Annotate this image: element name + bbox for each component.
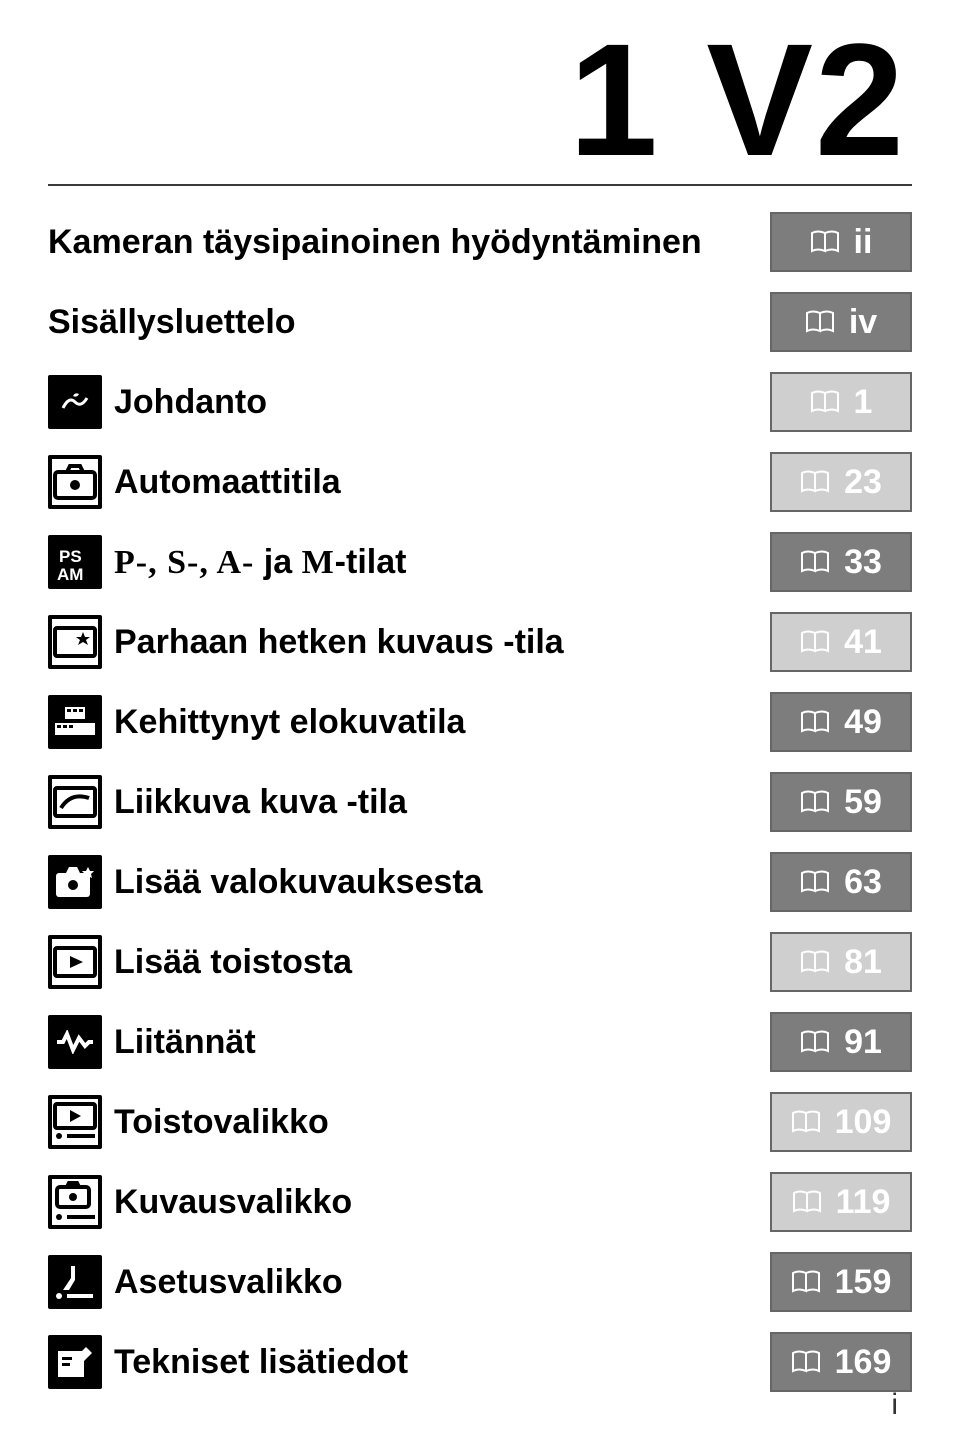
camera-star-icon: [48, 855, 102, 909]
page-number: iv: [849, 303, 877, 342]
toc-row-left: PSAM P-, S-, A- ja M-tilat: [48, 535, 406, 589]
page-number: 91: [844, 1023, 882, 1062]
toc-row[interactable]: Tekniset lisätiedot 169: [48, 1326, 912, 1398]
toc-row-left: Kameran täysipainoinen hyödyntäminen: [48, 223, 702, 262]
camera-menu-icon: [48, 1175, 102, 1229]
toc-label: P-, S-, A- ja M-tilat: [114, 543, 406, 582]
toc-row[interactable]: Automaattitila 23: [48, 446, 912, 518]
film-advanced-icon: [48, 695, 102, 749]
page-number: 159: [835, 1263, 892, 1302]
toc-row[interactable]: Parhaan hetken kuvaus -tila 41: [48, 606, 912, 678]
toc-row-left: Kuvausvalikko: [48, 1175, 352, 1229]
toc-label: Kehittynyt elokuvatila: [114, 703, 465, 742]
toc-row-left: Automaattitila: [48, 455, 341, 509]
toc-label: Liitännät: [114, 1023, 256, 1062]
toc-label: Lisää valokuvauksesta: [114, 863, 483, 902]
toc-row[interactable]: Johdanto 1: [48, 366, 912, 438]
page-badge[interactable]: 63: [770, 852, 912, 912]
psam-icon: PSAM: [48, 535, 102, 589]
page-badge[interactable]: 49: [770, 692, 912, 752]
wrench-menu-icon: [48, 1255, 102, 1309]
page-number: 23: [844, 463, 882, 502]
page-number: 41: [844, 623, 882, 662]
toc-row-left: Liikkuva kuva -tila: [48, 775, 407, 829]
toc-row[interactable]: Asetusvalikko 159: [48, 1246, 912, 1318]
page-number: 119: [836, 1183, 891, 1222]
play-outline-icon: [48, 935, 102, 989]
toc-row[interactable]: Toistovalikko 109: [48, 1086, 912, 1158]
toc-row-left: Liitännät: [48, 1015, 256, 1069]
page-badge[interactable]: 23: [770, 452, 912, 512]
page-number: 81: [844, 943, 882, 982]
swoosh-outline-icon: [48, 775, 102, 829]
toc-label: Parhaan hetken kuvaus -tila: [114, 623, 564, 662]
toc-row-left: Tekniset lisätiedot: [48, 1335, 408, 1389]
play-menu-icon: [48, 1095, 102, 1149]
toc-label: Tekniset lisätiedot: [114, 1343, 408, 1382]
page-number: 63: [844, 863, 882, 902]
toc-row[interactable]: Lisää valokuvauksesta 63: [48, 846, 912, 918]
toc-label: Johdanto: [114, 383, 267, 422]
page-number: 49: [844, 703, 882, 742]
page-badge[interactable]: 159: [770, 1252, 912, 1312]
toc-row[interactable]: Kameran täysipainoinen hyödyntäminen ii: [48, 206, 912, 278]
toc-row-left: Toistovalikko: [48, 1095, 329, 1149]
toc-row[interactable]: Liikkuva kuva -tila 59: [48, 766, 912, 838]
toc-row-left: Sisällysluettelo: [48, 303, 296, 342]
title-text: 1 V2: [569, 10, 906, 189]
svg-text:PS: PS: [59, 547, 82, 566]
page-number: 169: [835, 1343, 892, 1382]
toc-row-left: Asetusvalikko: [48, 1255, 343, 1309]
page-number: 33: [844, 543, 882, 582]
toc-row[interactable]: Kehittynyt elokuvatila 49: [48, 686, 912, 758]
toc-label: Sisällysluettelo: [48, 303, 296, 342]
toc-row-left: Parhaan hetken kuvaus -tila: [48, 615, 564, 669]
page-badge[interactable]: 119: [770, 1172, 912, 1232]
page-badge[interactable]: 59: [770, 772, 912, 832]
page-badge[interactable]: 41: [770, 612, 912, 672]
page-badge[interactable]: 109: [770, 1092, 912, 1152]
page-badge[interactable]: 1: [770, 372, 912, 432]
wave-icon: [48, 1015, 102, 1069]
sprout-icon: [48, 375, 102, 429]
toc-label: Automaattitila: [114, 463, 341, 502]
toc-row[interactable]: Lisää toistosta 81: [48, 926, 912, 998]
svg-text:AM: AM: [57, 565, 83, 584]
toc-row-left: Kehittynyt elokuvatila: [48, 695, 465, 749]
page-number: ii: [854, 223, 873, 262]
page-number: 109: [835, 1103, 892, 1142]
camera-outline-icon: [48, 455, 102, 509]
toc-row[interactable]: PSAM P-, S-, A- ja M-tilat 33: [48, 526, 912, 598]
page-badge[interactable]: 169: [770, 1332, 912, 1392]
footer-page-number: i: [891, 1388, 898, 1422]
page-badge[interactable]: 81: [770, 932, 912, 992]
page-number: 59: [844, 783, 882, 822]
toc-row[interactable]: Kuvausvalikko 119: [48, 1166, 912, 1238]
page-badge[interactable]: ii: [770, 212, 912, 272]
toc-label: Asetusvalikko: [114, 1263, 343, 1302]
toc-label: Lisää toistosta: [114, 943, 352, 982]
toc-label: Kameran täysipainoinen hyödyntäminen: [48, 223, 702, 262]
page-badge[interactable]: iv: [770, 292, 912, 352]
page-badge[interactable]: 33: [770, 532, 912, 592]
toc-row[interactable]: Liitännät 91: [48, 1006, 912, 1078]
page-badge[interactable]: 91: [770, 1012, 912, 1072]
page-number: 1: [854, 383, 873, 422]
star-screen-icon: [48, 615, 102, 669]
toc-row-left: Lisää toistosta: [48, 935, 352, 989]
document-title: 1 V2: [48, 20, 912, 180]
toc-row-left: Lisää valokuvauksesta: [48, 855, 483, 909]
toc-list: Kameran täysipainoinen hyödyntäminen ii Si…: [48, 206, 912, 1398]
toc-label: Toistovalikko: [114, 1103, 329, 1142]
toc-label: Kuvausvalikko: [114, 1183, 352, 1222]
pencil-icon: [48, 1335, 102, 1389]
toc-row[interactable]: Sisällysluettelo iv: [48, 286, 912, 358]
toc-label: Liikkuva kuva -tila: [114, 783, 407, 822]
toc-row-left: Johdanto: [48, 375, 267, 429]
